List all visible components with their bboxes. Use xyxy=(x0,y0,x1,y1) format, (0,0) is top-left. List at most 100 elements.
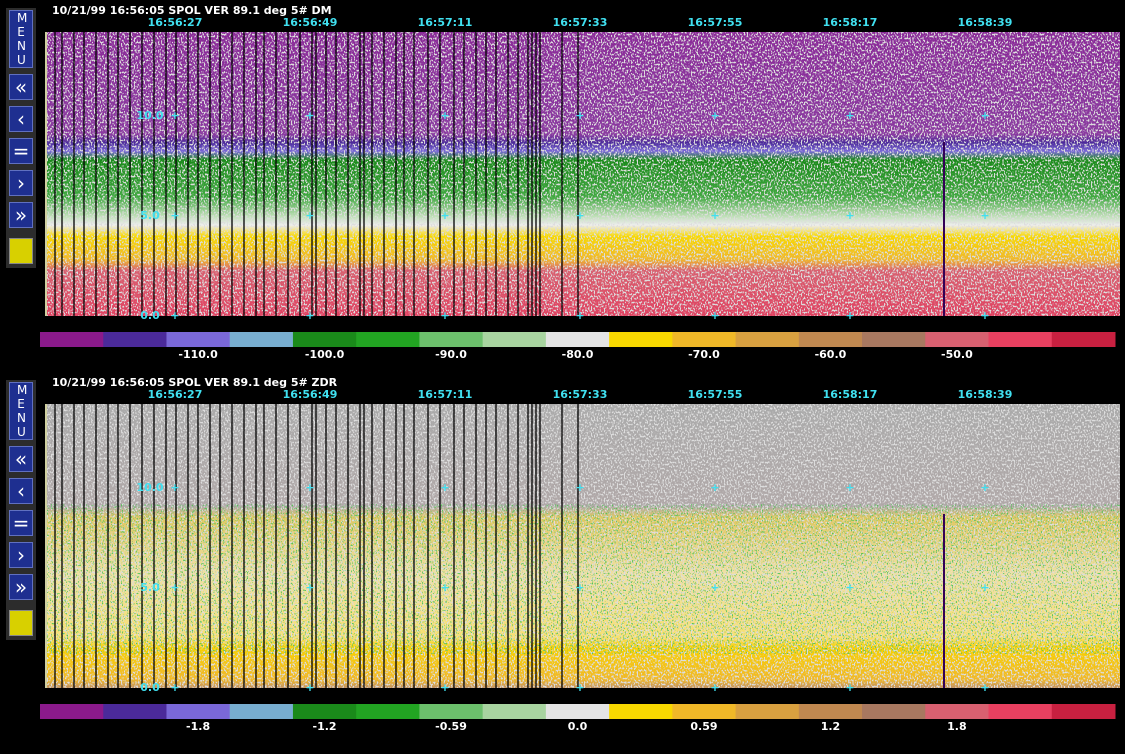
colorbar-swatch xyxy=(609,332,673,347)
range-tick: + xyxy=(575,309,584,322)
colorbar-swatch xyxy=(166,332,231,347)
time-label: 16:58:17 xyxy=(823,16,878,29)
colorbar-swatch xyxy=(545,332,610,347)
range-tick: + xyxy=(305,209,314,222)
range-label: 0.0 xyxy=(140,309,160,322)
colorbar-swatch xyxy=(292,332,357,347)
range-tick: + xyxy=(710,309,719,322)
colorbar-swatch xyxy=(419,332,484,347)
range-tick: + xyxy=(845,209,854,222)
range-tick: + xyxy=(305,681,314,694)
range-tick: + xyxy=(710,681,719,694)
nav-button[interactable]: › xyxy=(9,170,33,196)
nav-button[interactable]: › xyxy=(9,542,33,568)
time-label: 16:57:55 xyxy=(688,388,743,401)
time-label: 16:58:39 xyxy=(958,16,1013,29)
colorbar-label: -100.0 xyxy=(305,348,345,361)
panel-header: 10/21/99 16:56:05 SPOL VER 89.1 deg 5# Z… xyxy=(52,376,338,389)
colorbar-swatch xyxy=(292,704,357,719)
range-tick: + xyxy=(710,209,719,222)
range-tick: + xyxy=(440,109,449,122)
range-tick: + xyxy=(575,109,584,122)
range-tick: + xyxy=(440,581,449,594)
range-tick: + xyxy=(575,681,584,694)
colorbar-label: -50.0 xyxy=(941,348,973,361)
time-label: 16:57:55 xyxy=(688,16,743,29)
range-tick: + xyxy=(710,481,719,494)
menu-button[interactable]: MENU xyxy=(9,10,33,68)
range-tick: + xyxy=(845,581,854,594)
range-tick: + xyxy=(170,681,179,694)
range-tick: + xyxy=(845,481,854,494)
range-tick: + xyxy=(575,581,584,594)
range-tick: + xyxy=(305,481,314,494)
colorbar-swatch xyxy=(229,704,294,719)
nav-button[interactable]: = xyxy=(9,138,33,164)
colorbar-swatch xyxy=(103,332,167,347)
colorbar-swatch xyxy=(988,704,1053,719)
colorbar-label: -60.0 xyxy=(815,348,847,361)
colorbar-label: -1.2 xyxy=(313,720,337,733)
colorbar-swatch xyxy=(482,704,547,719)
colorbar-label: -1.8 xyxy=(186,720,210,733)
colorbar-label: 0.0 xyxy=(568,720,588,733)
time-label: 16:57:11 xyxy=(418,16,473,29)
range-label: 5.0 xyxy=(140,581,160,594)
colorbar-swatch xyxy=(988,332,1053,347)
range-tick: + xyxy=(980,309,989,322)
nav-button[interactable]: ‹ xyxy=(9,106,33,132)
range-tick: + xyxy=(170,309,179,322)
colorbar-label: 1.8 xyxy=(947,720,967,733)
colorbar-label: 0.59 xyxy=(690,720,717,733)
range-tick: + xyxy=(845,109,854,122)
colorbar-label: -110.0 xyxy=(178,348,218,361)
range-tick: + xyxy=(845,309,854,322)
range-tick: + xyxy=(305,109,314,122)
range-label: 10.0 xyxy=(136,481,163,494)
colorbar-swatch xyxy=(1051,332,1116,347)
time-label: 16:56:49 xyxy=(283,16,338,29)
colorbar-swatch xyxy=(1051,704,1116,719)
colorbar-swatch xyxy=(482,332,547,347)
colorbar-swatch xyxy=(735,332,800,347)
time-label: 16:57:11 xyxy=(418,388,473,401)
time-label: 16:57:33 xyxy=(553,16,608,29)
colorbar-swatch xyxy=(545,704,610,719)
time-label: 16:58:17 xyxy=(823,388,878,401)
range-tick: + xyxy=(170,481,179,494)
range-tick: + xyxy=(710,581,719,594)
range-tick: + xyxy=(575,481,584,494)
range-tick: + xyxy=(980,109,989,122)
colorbar-swatch xyxy=(672,332,737,347)
range-tick: + xyxy=(440,309,449,322)
range-tick: + xyxy=(980,209,989,222)
range-label: 5.0 xyxy=(140,209,160,222)
colorbar-swatch xyxy=(862,704,926,719)
range-tick: + xyxy=(575,209,584,222)
colorbar-label: -0.59 xyxy=(435,720,467,733)
nav-button[interactable]: « xyxy=(9,446,33,472)
colorbar-swatch xyxy=(798,332,863,347)
colorbar-swatch xyxy=(925,332,990,347)
nav-button[interactable]: = xyxy=(9,510,33,536)
colorbar-swatch xyxy=(419,704,484,719)
time-label: 16:56:49 xyxy=(283,388,338,401)
range-label: 0.0 xyxy=(140,681,160,694)
colorbar-swatch xyxy=(40,332,104,347)
time-label: 16:56:27 xyxy=(148,16,203,29)
status-button[interactable] xyxy=(9,610,33,636)
status-button[interactable] xyxy=(9,238,33,264)
range-tick: + xyxy=(305,581,314,594)
nav-button[interactable]: ‹ xyxy=(9,478,33,504)
colorbar-swatch xyxy=(166,704,231,719)
colorbar-swatch xyxy=(862,332,926,347)
speckle xyxy=(45,32,1120,316)
nav-button[interactable]: » xyxy=(9,574,33,600)
menu-panel: MENU « ‹ = › » xyxy=(6,8,36,268)
nav-button[interactable]: « xyxy=(9,74,33,100)
colorbar-swatch xyxy=(798,704,863,719)
menu-button[interactable]: MENU xyxy=(9,382,33,440)
nav-button[interactable]: » xyxy=(9,202,33,228)
